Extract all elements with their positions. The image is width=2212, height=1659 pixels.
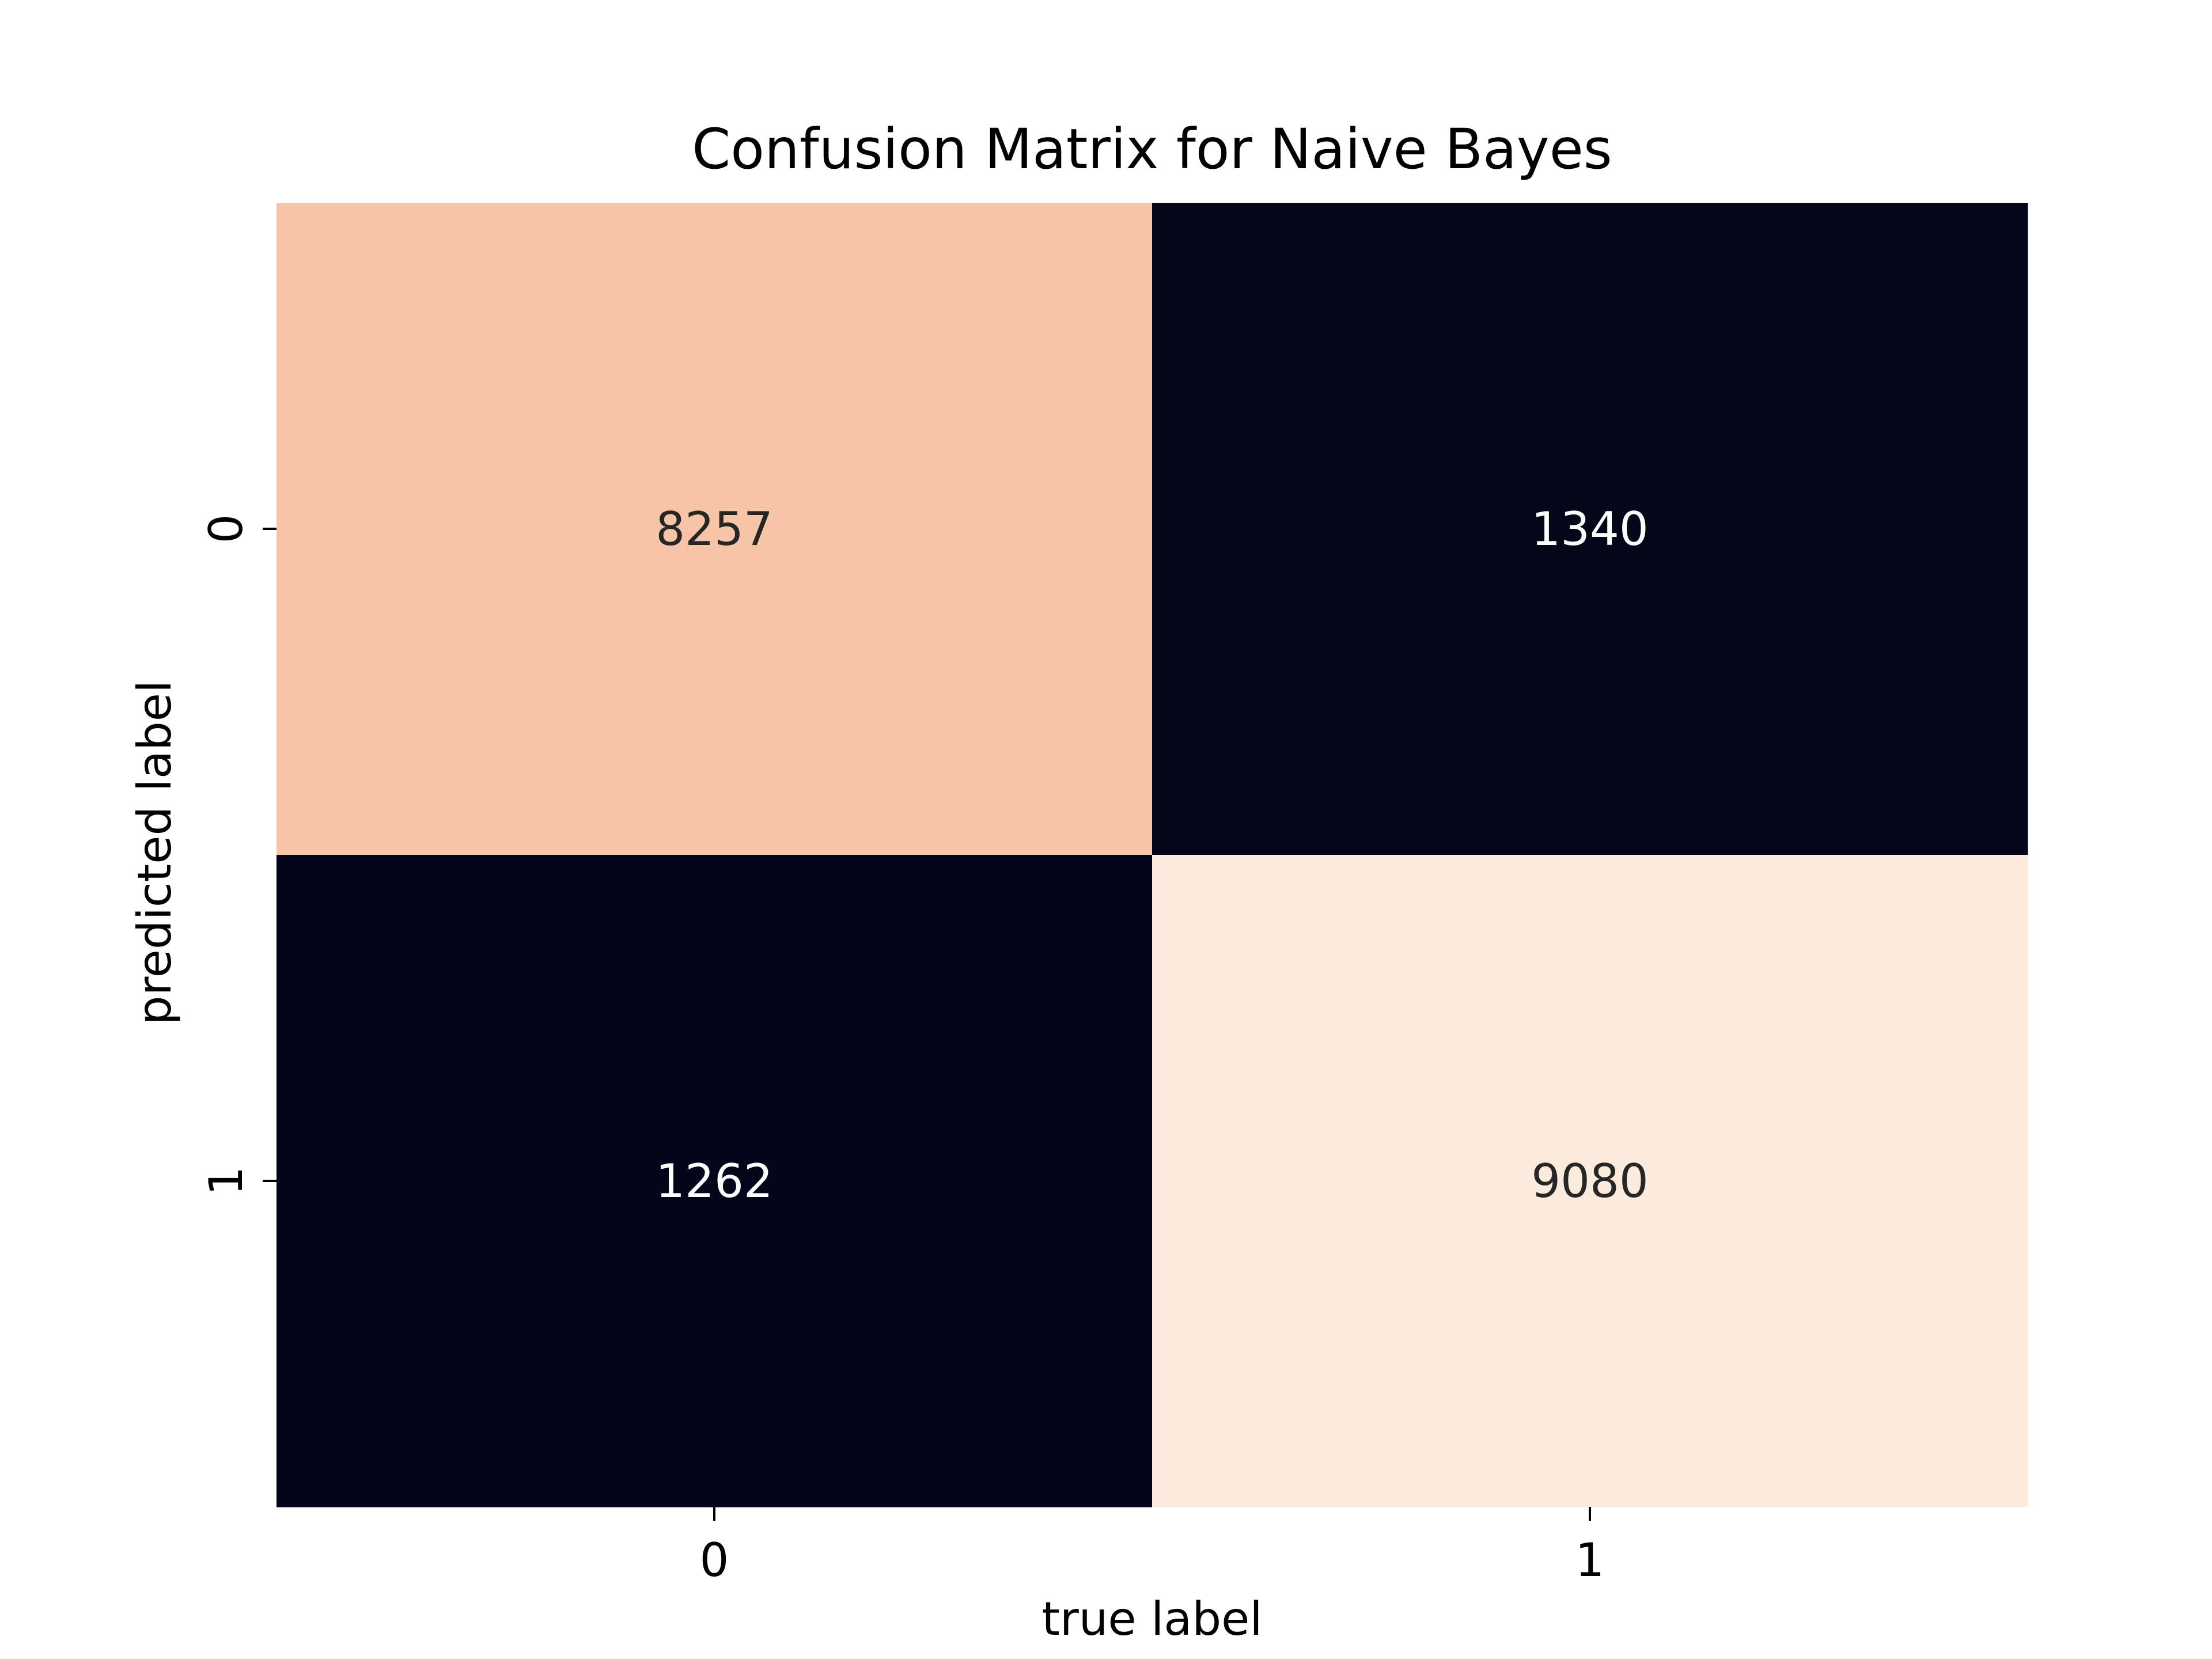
y-tick-label-0: 0: [199, 514, 253, 544]
cell-annotation-0-1: 1340: [1531, 502, 1649, 556]
y-tick-label-1: 1: [199, 1166, 253, 1196]
chart-title: Confusion Matrix for Naive Bayes: [692, 117, 1612, 181]
heatmap-cell-0-1: [1152, 203, 2028, 855]
heatmap-cells: [276, 203, 2028, 1508]
y-axis-ticks: 01: [199, 514, 276, 1196]
heatmap-cell-0-0: [276, 203, 1153, 855]
heatmap-cell-1-1: [1152, 855, 2028, 1508]
cell-annotation-1-0: 1262: [656, 1154, 773, 1208]
heatmap-cell-1-0: [276, 855, 1153, 1508]
y-axis-label: predicted label: [128, 680, 181, 1025]
x-axis-label: true label: [1041, 1592, 1262, 1646]
cell-annotation-1-1: 9080: [1531, 1154, 1649, 1208]
cell-annotations: 8257 1340 1262 9080: [656, 502, 1649, 1208]
cell-annotation-0-0: 8257: [656, 502, 773, 556]
x-tick-label-1: 1: [1575, 1533, 1605, 1587]
x-tick-label-0: 0: [700, 1533, 729, 1587]
